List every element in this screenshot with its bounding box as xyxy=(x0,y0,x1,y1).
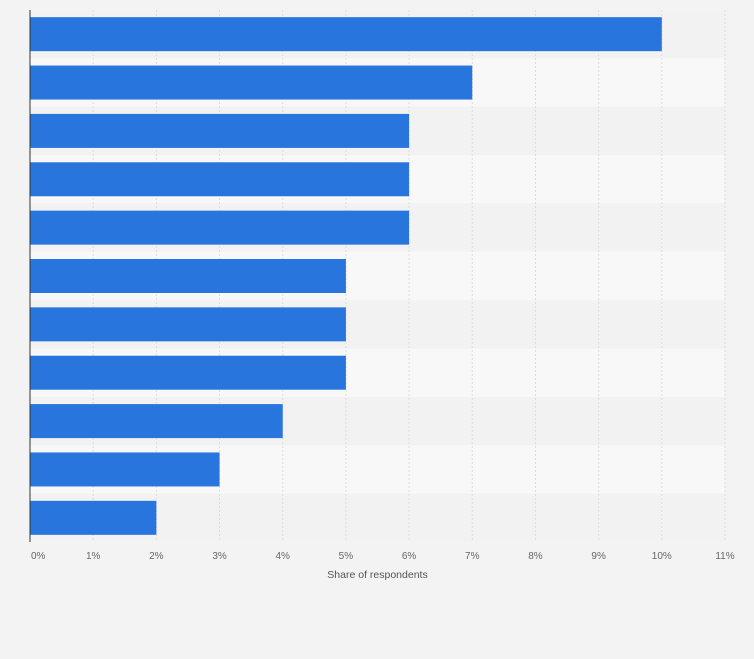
x-tick-label: 8% xyxy=(528,551,543,562)
x-axis-title: Share of respondents xyxy=(327,569,427,581)
x-tick-label: 2% xyxy=(149,551,164,562)
bar[interactable] xyxy=(30,162,410,197)
bar[interactable] xyxy=(30,500,157,535)
bar[interactable] xyxy=(30,65,473,100)
x-axis-tick-labels: 0% 1% 2% 3% 4% 5% 6% 7% 8% 9% 10% 11% xyxy=(31,551,735,562)
x-tick-label: 0% xyxy=(31,551,46,562)
x-tick-label: 11% xyxy=(715,551,734,562)
bar[interactable] xyxy=(30,404,283,439)
bar[interactable] xyxy=(30,307,346,342)
x-tick-label: 10% xyxy=(652,551,672,562)
x-tick-label: 4% xyxy=(276,551,291,562)
x-tick-label: 5% xyxy=(339,551,354,562)
bar[interactable] xyxy=(30,355,346,390)
x-tick-label: 1% xyxy=(86,551,101,562)
bar[interactable] xyxy=(30,113,410,148)
bar[interactable] xyxy=(30,259,346,293)
bar[interactable] xyxy=(30,452,220,487)
x-tick-label: 7% xyxy=(465,551,480,562)
bars xyxy=(30,17,662,535)
x-tick-label: 9% xyxy=(591,551,606,562)
bar[interactable] xyxy=(30,210,410,245)
x-tick-label: 6% xyxy=(402,551,417,562)
x-tick-label: 3% xyxy=(212,551,227,562)
bar[interactable] xyxy=(30,17,662,52)
